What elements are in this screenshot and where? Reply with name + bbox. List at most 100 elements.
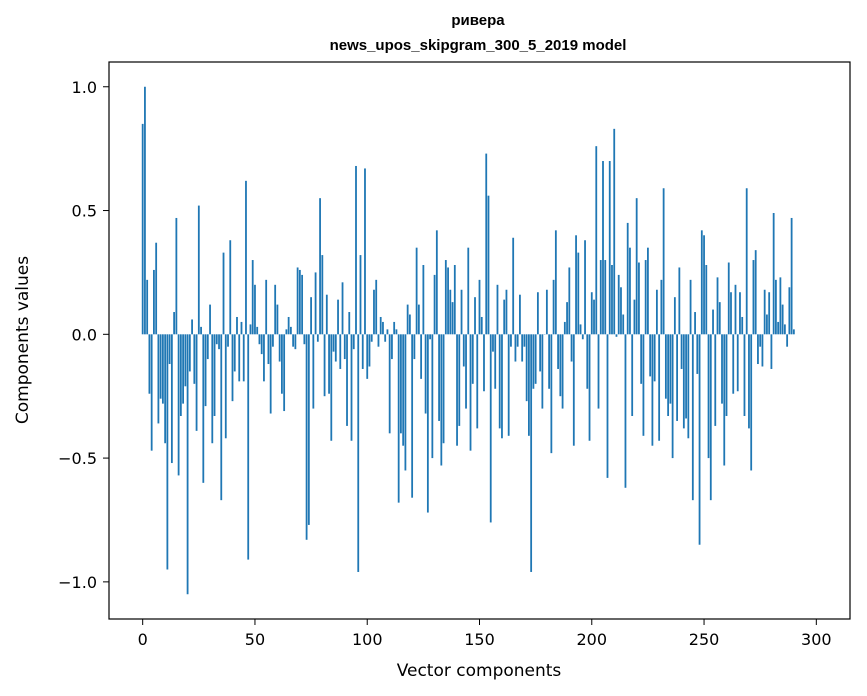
bar	[498, 334, 501, 429]
bar	[146, 279, 149, 335]
bar	[413, 334, 416, 360]
bar	[166, 334, 169, 570]
bar	[209, 304, 211, 335]
bar	[691, 334, 694, 501]
bar	[200, 326, 202, 335]
bar	[404, 334, 407, 471]
bar	[611, 265, 613, 335]
bar	[604, 260, 607, 335]
bar	[346, 334, 348, 426]
bar	[355, 165, 357, 335]
bar	[521, 334, 524, 362]
bar	[602, 161, 604, 335]
bar	[617, 274, 620, 335]
bar	[456, 334, 458, 446]
bar	[222, 252, 225, 335]
bar	[768, 292, 771, 335]
bar	[453, 265, 456, 335]
bar	[249, 324, 252, 335]
bar	[788, 287, 791, 335]
bar	[206, 334, 209, 360]
y-tick-label: 0.5	[72, 202, 97, 221]
bar	[254, 284, 256, 335]
bar	[460, 289, 463, 335]
bar	[550, 334, 553, 454]
bar	[382, 321, 384, 335]
bar	[233, 334, 236, 372]
bar	[195, 334, 198, 431]
bar	[159, 334, 162, 399]
bar	[467, 247, 470, 335]
bar	[638, 262, 640, 335]
bar	[240, 321, 243, 335]
bar	[373, 289, 375, 335]
bar	[438, 334, 440, 421]
bar	[687, 334, 690, 439]
bar	[408, 314, 411, 335]
bar	[588, 334, 591, 441]
bar	[622, 314, 625, 335]
bar	[310, 297, 312, 335]
bar	[391, 334, 393, 360]
bar	[173, 312, 176, 335]
bar	[368, 334, 371, 367]
y-tick-label: −1.0	[58, 573, 97, 592]
bar	[781, 304, 784, 335]
bar	[707, 334, 710, 459]
bar	[510, 334, 512, 347]
bar	[321, 255, 324, 335]
bar	[709, 334, 712, 501]
bar	[593, 299, 595, 335]
bar	[397, 334, 400, 503]
bar	[301, 274, 304, 335]
bar	[624, 334, 627, 488]
bar	[422, 265, 425, 335]
bar	[447, 267, 449, 335]
x-tick-label: 0	[138, 630, 148, 649]
bar	[177, 334, 180, 476]
bar	[377, 334, 380, 347]
bar	[168, 334, 171, 365]
bar	[501, 334, 503, 439]
bar	[673, 297, 676, 335]
bar	[568, 267, 571, 335]
bar	[680, 334, 683, 369]
bar	[727, 262, 730, 335]
bar	[700, 230, 703, 335]
x-tick-label: 200	[576, 630, 607, 649]
bar	[287, 316, 290, 335]
bar	[148, 334, 151, 394]
bar	[548, 334, 551, 389]
bar	[712, 309, 714, 335]
bar	[471, 334, 474, 384]
bar	[474, 297, 476, 335]
bar	[359, 255, 362, 335]
bar	[296, 267, 299, 335]
bar	[298, 269, 301, 335]
bar	[370, 334, 373, 342]
bar	[274, 284, 277, 335]
bar	[366, 334, 369, 379]
bar	[512, 237, 515, 335]
bar	[278, 334, 281, 362]
bar	[328, 334, 330, 394]
bar	[748, 334, 750, 429]
y-tick-label: 0.0	[72, 325, 97, 344]
bar	[757, 334, 759, 365]
bar	[444, 260, 447, 335]
bar	[458, 334, 461, 426]
bar	[283, 334, 286, 412]
bar	[761, 334, 764, 367]
bar	[557, 334, 559, 369]
bar	[361, 334, 364, 369]
bar	[586, 334, 589, 389]
bar	[157, 334, 160, 424]
bar	[215, 334, 218, 345]
x-axis-label: Vector components	[397, 661, 562, 681]
x-tick-label: 150	[464, 630, 495, 649]
bar	[750, 334, 753, 471]
bar	[316, 334, 319, 342]
bar	[269, 334, 272, 414]
bar	[265, 279, 268, 335]
bar	[242, 334, 245, 382]
